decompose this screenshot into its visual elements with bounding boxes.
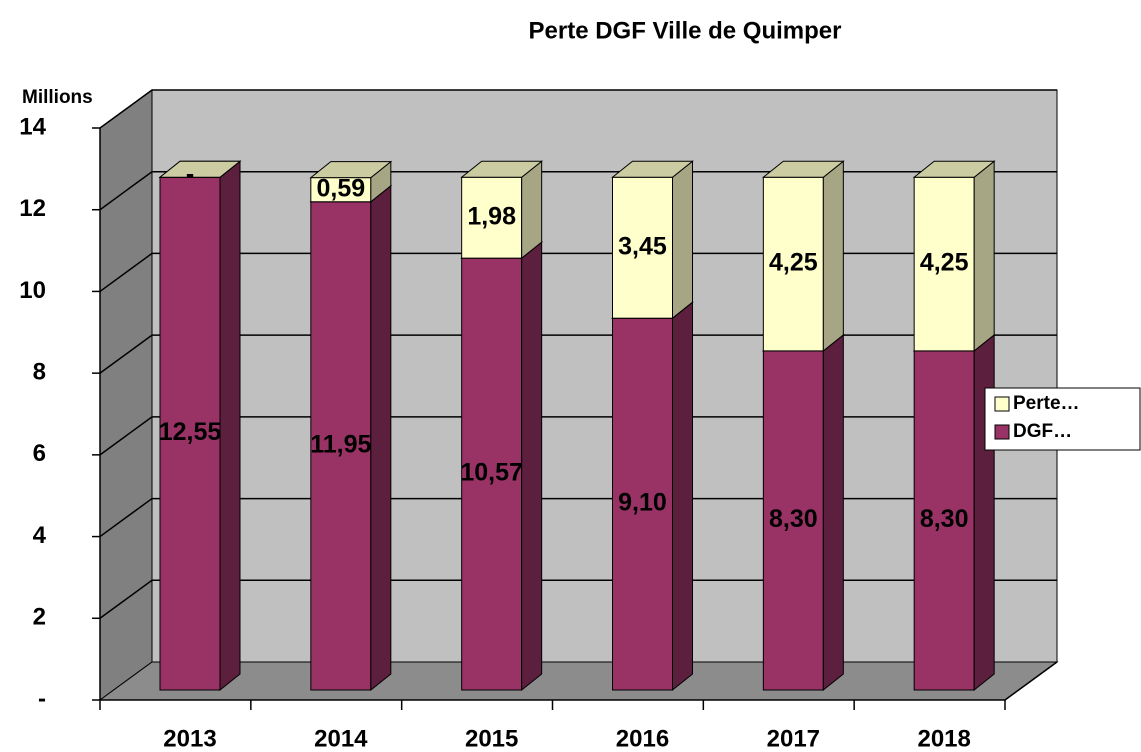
value-label: 9,10 [618, 489, 667, 517]
value-label: - [186, 160, 194, 188]
y-tick-label: 6 [33, 440, 46, 467]
value-label: 10,57 [460, 459, 523, 487]
bar-side [370, 184, 392, 692]
grid-line [99, 334, 1057, 374]
bar-front [612, 317, 673, 691]
bar-segment [912, 160, 996, 352]
bar-side [219, 160, 241, 692]
bar-top [309, 161, 393, 179]
bar-top [158, 160, 242, 178]
bar-top [611, 160, 694, 178]
bar-front [612, 176, 673, 319]
bar-front [913, 176, 975, 352]
side-wall [99, 89, 153, 701]
bar-segment [158, 160, 242, 692]
x-tick-label: 2016 [616, 725, 669, 752]
y-tick-label: - [38, 685, 46, 712]
bar-side [672, 160, 693, 320]
bar-front [913, 350, 975, 691]
y-unit-label: Millions [22, 87, 93, 108]
value-label: 3,45 [618, 232, 667, 260]
value-label: 12,55 [159, 418, 222, 446]
x-tick-label: 2017 [767, 725, 820, 752]
bar-top [460, 160, 544, 178]
value-label: 0,59 [316, 174, 365, 202]
bar-side [822, 333, 844, 692]
bar-top [912, 160, 996, 178]
bar-front [461, 257, 523, 691]
y-tick-label: 10 [19, 277, 46, 304]
grid-line [99, 89, 1057, 129]
y-tick-label: 2 [33, 604, 46, 631]
bar-segment [761, 160, 845, 352]
x-tick-label: 2018 [917, 725, 970, 752]
grid-line [99, 416, 1057, 456]
grid-line [99, 497, 1057, 538]
bar-segment [309, 160, 393, 203]
floor [98, 661, 1059, 701]
y-tick-label: 4 [33, 522, 47, 549]
bar-front [762, 350, 824, 691]
legend-label: Perte… [1013, 393, 1080, 414]
value-label: 8,30 [920, 505, 969, 533]
grid-line [99, 252, 1057, 293]
chart-title: Perte DGF Ville de Quimper [529, 17, 842, 44]
legend-swatch [994, 424, 1010, 440]
bar-front [310, 177, 372, 203]
bar-segment [158, 160, 242, 178]
legend-label: DGF… [1013, 421, 1072, 442]
x-axis-depth [1004, 661, 1058, 701]
x-tick-label: 2014 [314, 725, 368, 752]
value-label: 11,95 [310, 430, 371, 458]
legend-swatch [994, 396, 1010, 412]
x-tick-label: 2015 [465, 725, 518, 752]
bar-segment [460, 160, 544, 260]
bar-side [822, 160, 844, 352]
bar-side [672, 301, 693, 692]
bar-segment [761, 333, 845, 692]
value-label: 8,30 [769, 505, 818, 533]
bar-side [521, 241, 543, 692]
bar-segment [611, 160, 694, 320]
y-tick-label: 14 [19, 113, 46, 140]
grid-line [99, 579, 1057, 619]
value-label: 4,25 [920, 249, 969, 277]
value-label: 1,98 [467, 202, 516, 230]
y-tick-label: 12 [19, 195, 46, 222]
bar-front [159, 176, 221, 691]
x-tick-label: 2013 [163, 725, 216, 752]
bar-segment [309, 184, 393, 692]
bar-segment [912, 333, 996, 692]
value-label: 4,25 [769, 249, 818, 277]
bar-top [761, 160, 845, 178]
legend-box [984, 387, 1141, 451]
bar-front [461, 176, 523, 259]
bar-side [521, 160, 543, 260]
grid-line [99, 170, 1057, 211]
bar-side [973, 160, 995, 352]
bar-front [762, 176, 824, 352]
y-tick-label: 8 [33, 358, 46, 385]
